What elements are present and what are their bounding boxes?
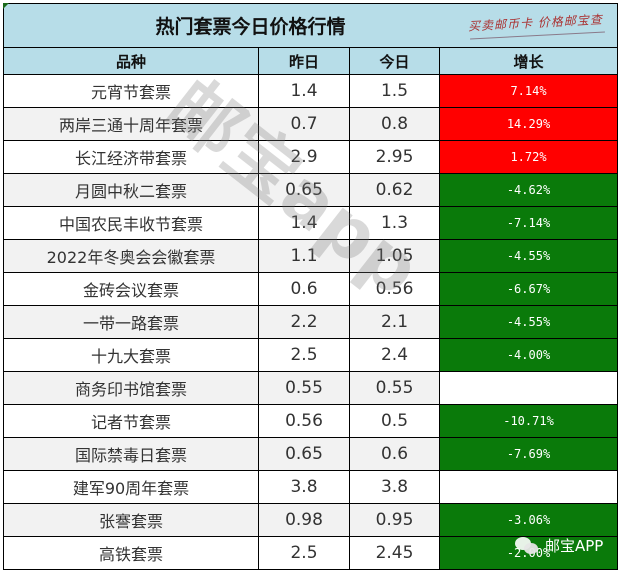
cell-yesterday: 0.55	[258, 371, 350, 405]
price-table: 热门套票今日价格行情 买卖邮币卡 价格邮宝查 品种 昨日 今日 增长 元宵节套票…	[2, 3, 619, 570]
table-row: 2022年冬奥会会徽套票 1.1 1.05 -4.55%	[3, 239, 619, 273]
cell-name: 月圆中秋二套票	[3, 173, 259, 207]
title-cell: 热门套票今日价格行情 买卖邮币卡 价格邮宝查	[2, 3, 619, 48]
cell-today: 2.1	[349, 305, 440, 339]
cell-name: 两岸三通十周年套票	[3, 107, 259, 141]
cell-change	[438, 371, 619, 405]
header-yesterday: 昨日	[258, 47, 350, 75]
cell-change: 7.14%	[438, 74, 619, 108]
cell-name: 国际禁毒日套票	[3, 437, 259, 471]
cell-change: -10.71%	[438, 404, 619, 438]
cell-change: -4.00%	[438, 338, 619, 372]
cell-yesterday: 0.56	[258, 404, 350, 438]
table-row: 记者节套票 0.56 0.5 -10.71%	[3, 404, 619, 438]
cell-change: -4.62%	[438, 173, 619, 207]
table-row: 两岸三通十周年套票 0.7 0.8 14.29%	[3, 107, 619, 141]
cell-name: 高铁套票	[3, 536, 259, 570]
cell-yesterday: 2.9	[258, 140, 350, 174]
cell-name: 建军90周年套票	[3, 470, 259, 504]
cell-yesterday: 2.5	[258, 338, 350, 372]
header-change: 增长	[438, 47, 619, 75]
price-table-container: 热门套票今日价格行情 买卖邮币卡 价格邮宝查 品种 昨日 今日 增长 元宵节套票…	[2, 3, 619, 570]
cell-name: 张謇套票	[3, 503, 259, 537]
wechat-badge: 邮宝APP	[515, 535, 603, 556]
cell-name: 金砖会议套票	[3, 272, 259, 306]
slogan: 买卖邮币卡 价格邮宝查	[467, 12, 604, 34]
cell-name: 一带一路套票	[3, 305, 259, 339]
table-row: 张謇套票 0.98 0.95 -3.06%	[3, 503, 619, 537]
cell-today: 0.95	[349, 503, 440, 537]
cell-yesterday: 0.65	[258, 173, 350, 207]
header-today: 今日	[349, 47, 440, 75]
cell-corner-marker	[3, 3, 9, 9]
cell-name: 商务印书馆套票	[3, 371, 259, 405]
cell-yesterday: 2.5	[258, 536, 350, 570]
cell-change: 14.29%	[438, 107, 619, 141]
table-row: 十九大套票 2.5 2.4 -4.00%	[3, 338, 619, 372]
cell-change: -4.55%	[438, 305, 619, 339]
table-row: 金砖会议套票 0.6 0.56 -6.67%	[3, 272, 619, 306]
table-row: 一带一路套票 2.2 2.1 -4.55%	[3, 305, 619, 339]
cell-change: -7.14%	[438, 206, 619, 240]
table-row: 建军90周年套票 3.8 3.8	[3, 470, 619, 504]
cell-today: 0.5	[349, 404, 440, 438]
cell-today: 0.8	[349, 107, 440, 141]
table-row: 国际禁毒日套票 0.65 0.6 -7.69%	[3, 437, 619, 471]
cell-today: 0.62	[349, 173, 440, 207]
header-row: 品种 昨日 今日 增长	[3, 47, 619, 75]
cell-name: 长江经济带套票	[3, 140, 259, 174]
cell-name: 中国农民丰收节套票	[3, 206, 259, 240]
cell-today: 3.8	[349, 470, 440, 504]
cell-today: 1.5	[349, 74, 440, 108]
cell-change: -6.67%	[438, 272, 619, 306]
cell-today: 1.05	[349, 239, 440, 273]
cell-change: -4.55%	[438, 239, 619, 273]
cell-today: 0.6	[349, 437, 440, 471]
table-row: 中国农民丰收节套票 1.4 1.3 -7.14%	[3, 206, 619, 240]
cell-yesterday: 1.1	[258, 239, 350, 273]
cell-name: 记者节套票	[3, 404, 259, 438]
cell-yesterday: 1.4	[258, 74, 350, 108]
cell-name: 十九大套票	[3, 338, 259, 372]
table-row: 月圆中秋二套票 0.65 0.62 -4.62%	[3, 173, 619, 207]
cell-yesterday: 0.65	[258, 437, 350, 471]
cell-change	[438, 470, 619, 504]
table-row: 长江经济带套票 2.9 2.95 1.72%	[3, 140, 619, 174]
cell-yesterday: 1.4	[258, 206, 350, 240]
cell-name: 2022年冬奥会会徽套票	[3, 239, 259, 273]
cell-today: 2.4	[349, 338, 440, 372]
cell-yesterday: 0.7	[258, 107, 350, 141]
title-row: 热门套票今日价格行情 买卖邮币卡 价格邮宝查	[2, 3, 619, 48]
cell-name: 元宵节套票	[3, 74, 259, 108]
cell-yesterday: 0.6	[258, 272, 350, 306]
cell-yesterday: 0.98	[258, 503, 350, 537]
cell-today: 0.56	[349, 272, 440, 306]
cell-yesterday: 3.8	[258, 470, 350, 504]
wechat-badge-label: 邮宝APP	[545, 537, 604, 555]
table-row: 商务印书馆套票 0.55 0.55	[3, 371, 619, 405]
cell-today: 0.55	[349, 371, 440, 405]
cell-change: -7.69%	[438, 437, 619, 471]
cell-today: 2.95	[349, 140, 440, 174]
cell-today: 1.3	[349, 206, 440, 240]
header-name: 品种	[3, 47, 259, 75]
table-row: 元宵节套票 1.4 1.5 7.14%	[3, 74, 619, 108]
cell-change: 1.72%	[438, 140, 619, 174]
cell-change: -3.06%	[438, 503, 619, 537]
cell-today: 2.45	[349, 536, 440, 570]
cell-yesterday: 2.2	[258, 305, 350, 339]
table-title: 热门套票今日价格行情	[155, 16, 346, 38]
wechat-icon	[515, 536, 541, 555]
